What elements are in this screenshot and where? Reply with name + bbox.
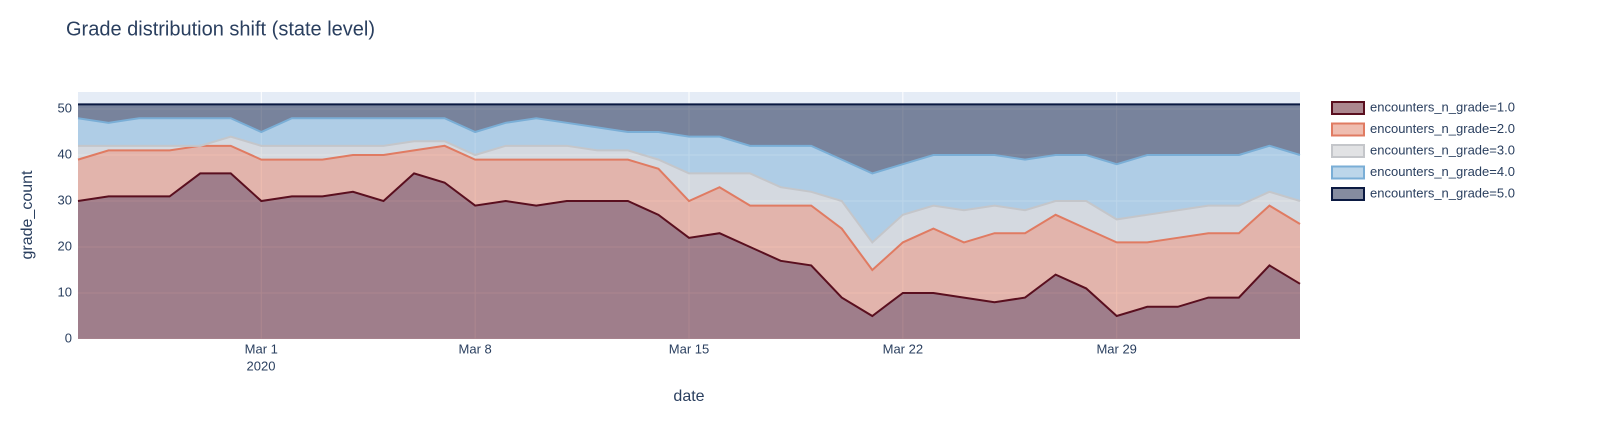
legend-label: encounters_n_grade=1.0 [1370,99,1515,114]
legend-label: encounters_n_grade=3.0 [1370,142,1515,157]
legend-label: encounters_n_grade=2.0 [1370,121,1515,136]
y-tick-label: 30 [58,192,72,207]
labels: 0 10 20 30 40 50 Mar 1 Mar 8 Mar 15 Mar 22 Mar 29 [58,100,1137,356]
area [78,145,1300,317]
y-axis-title: grade_count [19,170,36,260]
legend-swatch [1331,165,1365,180]
legend-swatch [1331,187,1365,201]
series-line [77,144,1301,272]
y-tick-label: 10 [58,284,72,299]
x-tick-label: Mar 22 [883,341,923,356]
legend-swatch [1331,122,1365,137]
y-tick-label: 40 [58,146,72,161]
x-tick-label: Mar 29 [1096,341,1136,356]
area [78,136,1300,271]
legend-label: encounters_n_grade=5.0 [1370,185,1515,200]
series-line [78,135,1301,244]
y-tick-label: 20 [58,238,72,253]
chart-title: Grade distribution shift (state level) [66,18,375,40]
lines [77,103,1301,318]
y-tick-label: 0 [65,330,72,345]
x-axis-title: date [673,388,704,405]
area [78,104,1300,174]
series-line [77,172,1301,318]
x-tick-label: Mar 15 [669,341,709,356]
y-tick-label: 50 [58,100,72,115]
legend-label: encounters_n_grade=4.0 [1370,164,1515,179]
area [78,173,1300,339]
x-tick-label: Mar 1 [245,341,278,356]
x-year-label: 2020 [247,358,276,373]
legend-swatch [1331,144,1365,158]
series-line [77,117,1301,175]
areas [78,104,1300,339]
x-tick-label: Mar 8 [459,341,492,356]
legend-swatch [1331,101,1365,115]
area [78,118,1300,243]
